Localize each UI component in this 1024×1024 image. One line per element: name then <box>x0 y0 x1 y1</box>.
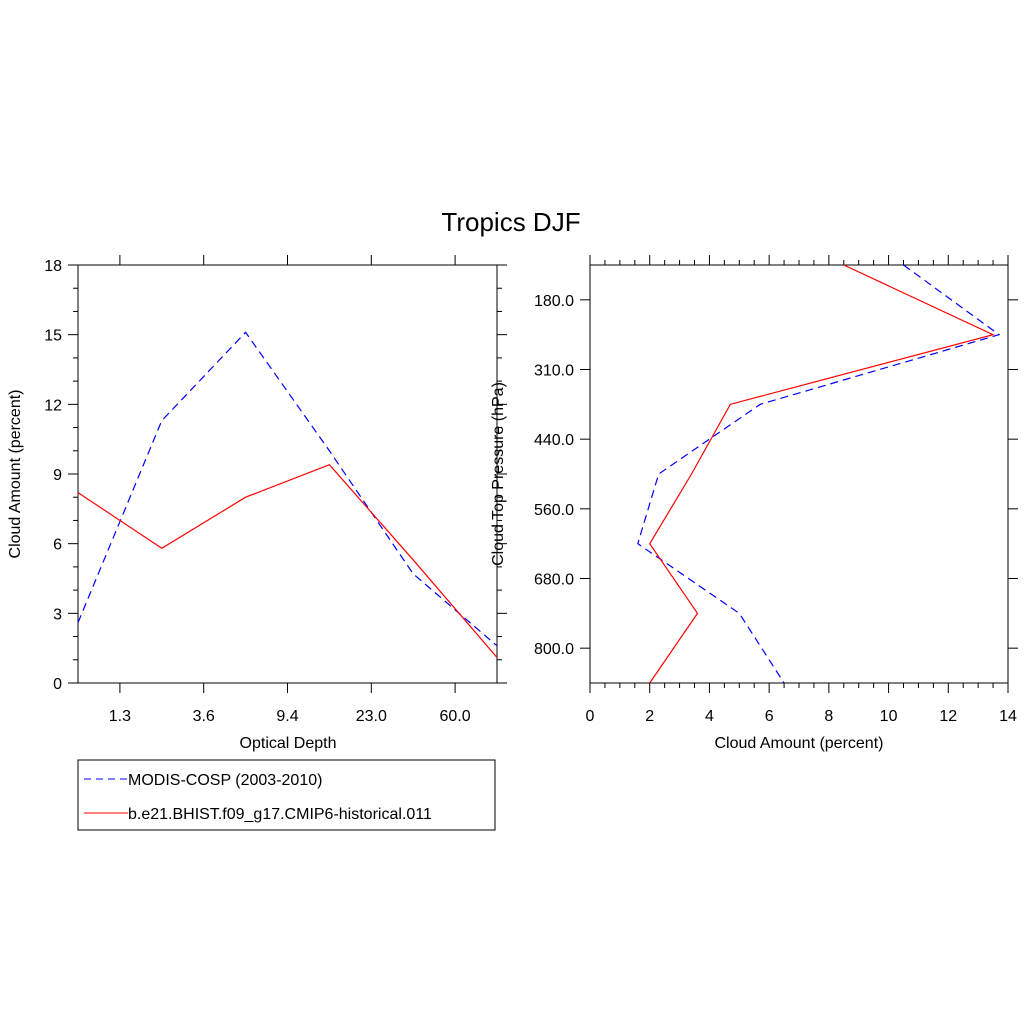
left-x-tick-label: 3.6 <box>193 708 215 725</box>
right-y-tick-label: 800.0 <box>534 641 574 658</box>
right-y-tick-label: 310.0 <box>534 363 574 380</box>
right-x-tick-label: 0 <box>586 708 595 725</box>
left-series-line-0 <box>77 331 498 647</box>
right-x-tick-label: 2 <box>645 708 654 725</box>
left-x-tick-label: 9.4 <box>276 708 298 725</box>
right-x-axis-label: Cloud Amount (percent) <box>715 735 884 752</box>
left-y-tick-label: 12 <box>44 397 62 414</box>
right-y-axis-label: Cloud Top Pressure (hPa) <box>490 382 507 566</box>
right-series-line-1 <box>649 264 995 684</box>
right-panel: Cloud Amount (percent) Cloud Top Pressur… <box>490 255 1018 752</box>
left-plot-frame <box>77 264 498 684</box>
right-x-tick-label: 12 <box>939 708 957 725</box>
left-y-tick-label: 0 <box>53 676 62 693</box>
left-y-axis-label: Cloud Amount (percent) <box>7 390 24 559</box>
legend-item-model: b.e21.BHIST.f09_g17.CMIP6-historical.011 <box>128 806 432 823</box>
right-y-tick-label: 680.0 <box>534 572 574 589</box>
chart-title: Tropics DJF <box>441 207 580 237</box>
legend: MODIS-COSP (2003-2010) b.e21.BHIST.f09_g… <box>77 759 496 831</box>
right-plot-frame <box>589 264 1009 684</box>
left-y-tick-label: 6 <box>53 537 62 554</box>
left-series-line-1 <box>77 464 498 658</box>
right-series-line-0 <box>637 264 1001 684</box>
left-y-tick-label: 18 <box>44 258 62 275</box>
legend-box <box>77 759 496 831</box>
right-x-tick-label: 6 <box>765 708 774 725</box>
right-x-tick-label: 10 <box>880 708 898 725</box>
right-x-tick-label: 8 <box>824 708 833 725</box>
left-x-tick-label: 23.0 <box>356 708 387 725</box>
right-x-tick-label: 4 <box>705 708 714 725</box>
left-panel: Optical Depth Cloud Amount (percent) 0 3 6… <box>7 255 507 752</box>
right-x-tick-label: 14 <box>999 708 1017 725</box>
left-x-tick-label: 1.3 <box>109 708 131 725</box>
right-y-tick-label: 560.0 <box>534 502 574 519</box>
right-y-tick-label: 180.0 <box>534 293 574 310</box>
left-y-tick-label: 3 <box>53 606 62 623</box>
legend-item-modis: MODIS-COSP (2003-2010) <box>128 772 322 789</box>
right-y-tick-label: 440.0 <box>534 432 574 449</box>
left-y-tick-label: 15 <box>44 328 62 345</box>
left-y-tick-label: 9 <box>53 467 62 484</box>
left-x-axis-label: Optical Depth <box>240 735 337 752</box>
left-x-tick-label: 60.0 <box>440 708 471 725</box>
